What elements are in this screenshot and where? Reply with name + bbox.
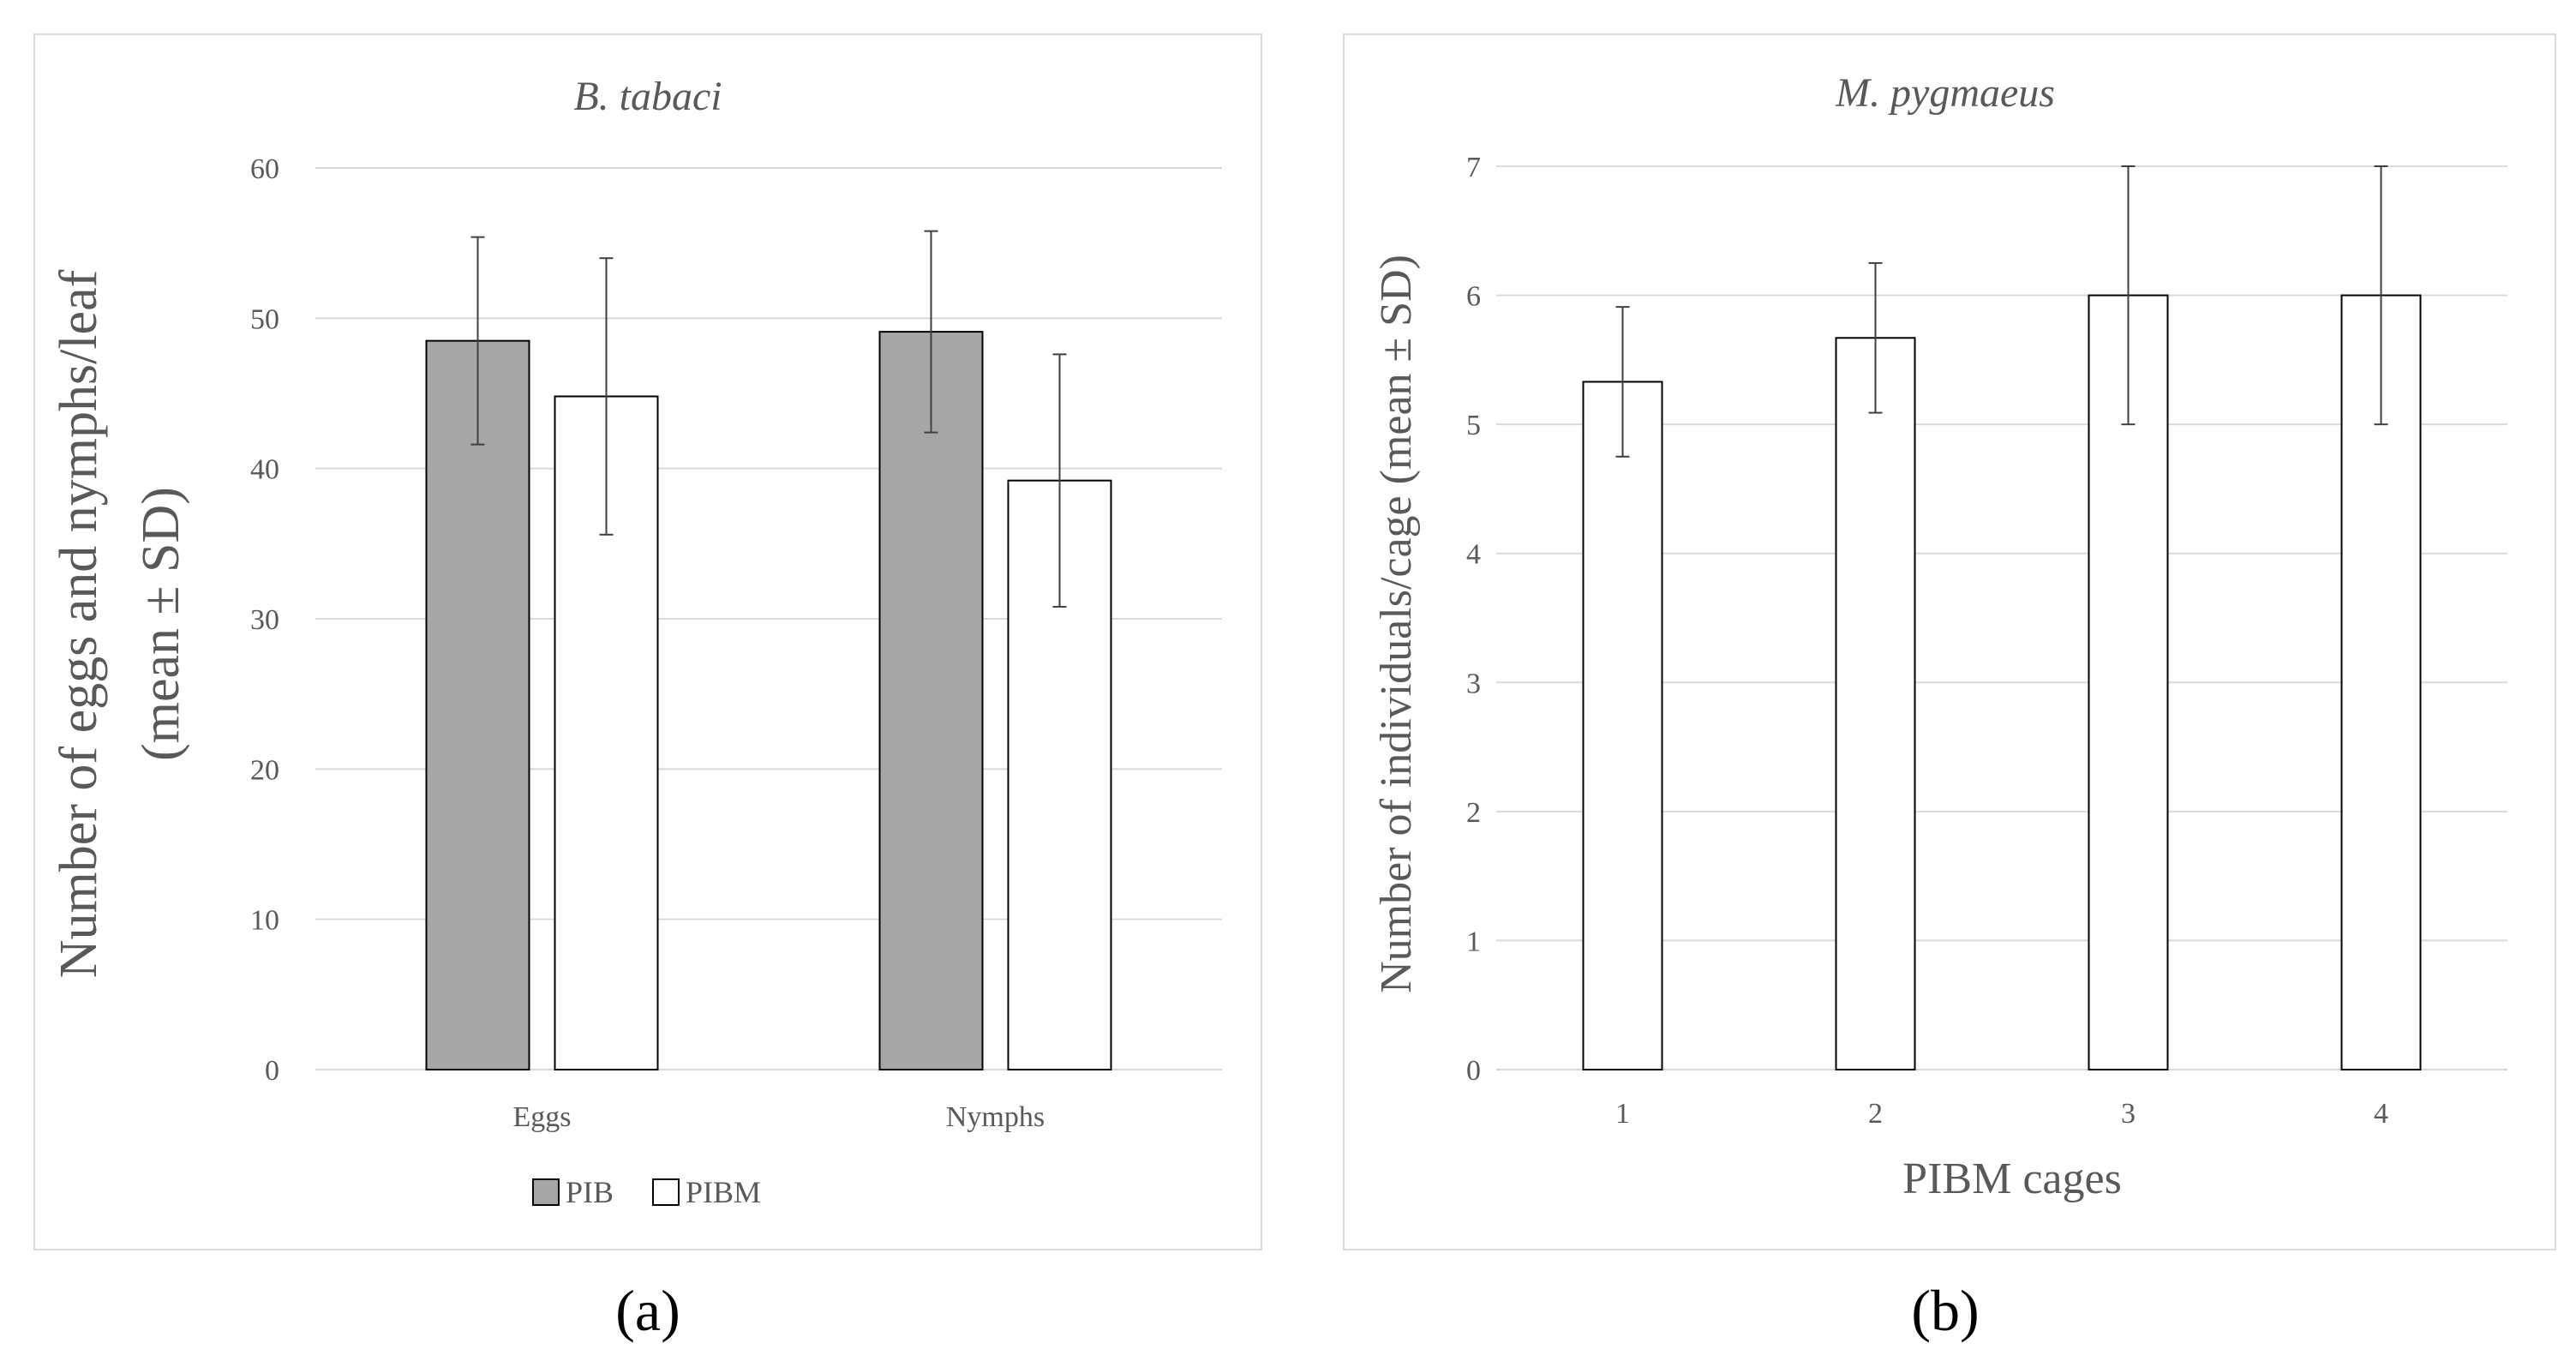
chart-b-x-tick-label: 2	[1868, 1098, 1883, 1130]
chart-b-xlabel: PIBM cages	[1902, 1154, 2122, 1203]
chart-a-y-tick-label: 10	[250, 905, 279, 937]
chart-b-y-tick-label: 3	[1466, 668, 1481, 699]
chart-b-x-tick-label: 1	[1615, 1098, 1630, 1130]
chart-b-y-tick-label: 6	[1466, 281, 1481, 313]
chart-a-y-tick-label: 30	[250, 604, 279, 636]
chart-a-x-tick-label: Eggs	[513, 1101, 572, 1133]
chart-a-y-tick-label: 50	[250, 303, 279, 335]
chart-a-y-tick-label: 0	[265, 1055, 279, 1087]
chart-b-y-tick-label: 5	[1466, 410, 1481, 441]
legend-label-pib: PIB	[566, 1175, 614, 1209]
chart-b-gridlines	[1496, 165, 2507, 1070]
chart-b-bar-cage-2	[1835, 337, 1916, 1070]
chart-b-x-tick-label: 3	[2121, 1098, 2136, 1130]
chart-b-y-tick-label: 0	[1466, 1055, 1481, 1087]
chart-a-x-ticks: Eggs Nymphs	[513, 1101, 1045, 1133]
chart-b: M. pygmaeus 0 1 2 3 4 5 6 7 1 2 3 4 Number of indi…	[1343, 33, 2556, 1343]
chart-b-ylabel: Number of individuals/cage (mean ± SD)	[1372, 255, 1421, 993]
chart-a-y-ticks: 0 10 20 30 40 50 60	[250, 153, 279, 1087]
legend-swatch-pib	[532, 1178, 560, 1206]
chart-a: B. tabaci 0 10 20 30 40 50 60 Eggs Nymphs Numbe…	[33, 33, 1262, 1343]
chart-b-y-tick-label: 4	[1466, 539, 1481, 571]
chart-a-error-bars	[470, 230, 1067, 608]
chart-b-bar-cage-1	[1582, 381, 1663, 1070]
chart-a-y-tick-label: 40	[250, 454, 279, 486]
chart-a-legend: PIB PIBM	[532, 1175, 761, 1209]
legend-label-pibm: PIBM	[686, 1175, 761, 1209]
chart-a-y-tick-label: 20	[250, 754, 279, 786]
chart-b-y-tick-label: 2	[1466, 797, 1481, 829]
chart-a-ylabel-line1: Number of eggs and nymphs/leaf	[50, 269, 108, 978]
legend-swatch-pibm	[652, 1178, 680, 1206]
chart-b-y-tick-label: 7	[1466, 152, 1481, 183]
chart-b-y-tick-label: 1	[1466, 926, 1481, 957]
panel-label-a: (a)	[615, 1278, 680, 1343]
chart-b-error-bars	[1615, 165, 2388, 458]
panel-label-b: (b)	[1911, 1278, 1979, 1343]
chart-b-title: M. pygmaeus	[1835, 70, 2055, 116]
chart-b-x-ticks: 1 2 3 4	[1615, 1098, 2388, 1130]
chart-b-x-tick-label: 4	[2374, 1098, 2388, 1130]
chart-a-y-tick-label: 60	[250, 153, 279, 185]
chart-a-bar-pib-eggs	[425, 339, 530, 1070]
chart-a-title: B. tabaci	[573, 74, 722, 119]
chart-a-x-tick-label: Nymphs	[946, 1101, 1045, 1133]
chart-b-y-ticks: 0 1 2 3 4 5 6 7	[1466, 152, 1481, 1087]
chart-a-bar-pib-nymphs	[878, 331, 984, 1070]
chart-a-ylabel-line2: (mean ± SD)	[132, 487, 190, 761]
